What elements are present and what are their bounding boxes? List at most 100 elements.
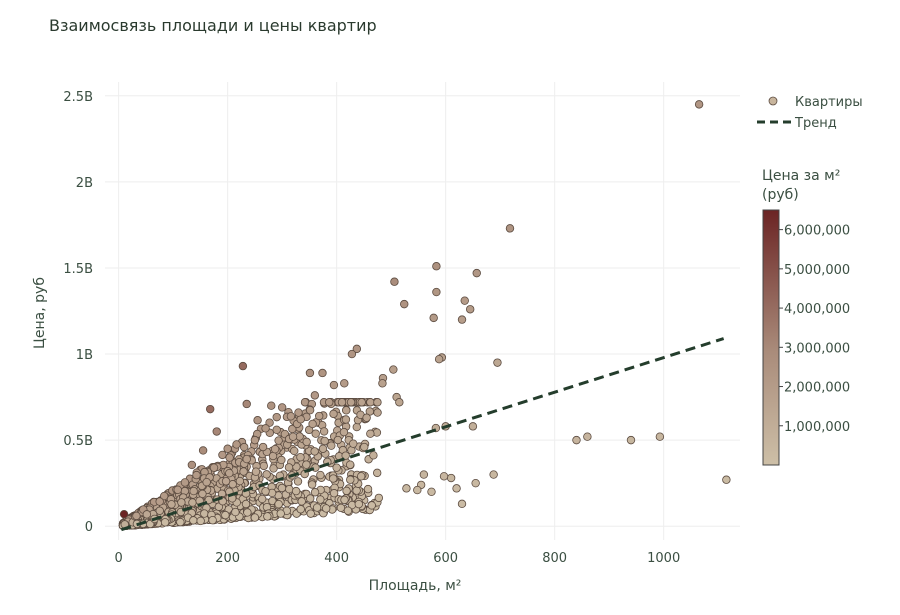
data-point <box>339 427 349 437</box>
colorbar-tick-label: 2,000,000 <box>784 381 850 396</box>
data-point <box>354 499 364 509</box>
data-point <box>209 463 219 472</box>
data-point <box>239 442 249 452</box>
data-point <box>259 461 268 471</box>
data-point <box>243 508 252 517</box>
data-point <box>305 368 315 378</box>
data-point <box>308 419 317 429</box>
data-point <box>329 380 339 390</box>
data-point <box>329 474 338 483</box>
data-point <box>291 486 301 496</box>
legend-item-apartments[interactable]: Квартиры <box>768 95 863 110</box>
data-point <box>346 398 356 407</box>
data-point <box>277 403 287 412</box>
data-point <box>427 487 436 496</box>
data-point <box>372 468 382 478</box>
data-point <box>505 224 515 233</box>
data-point <box>429 313 438 323</box>
data-point <box>319 427 329 436</box>
data-point <box>177 498 186 507</box>
data-point <box>352 486 361 495</box>
data-point <box>155 497 164 506</box>
data-point <box>262 470 271 479</box>
data-point <box>347 349 357 359</box>
data-point <box>306 509 315 518</box>
data-point <box>192 470 201 480</box>
data-point <box>205 404 215 414</box>
chart-title: Взаимосвязь площади и цены квартир <box>49 16 377 35</box>
data-point <box>286 412 296 421</box>
data-point <box>270 444 280 454</box>
data-point <box>345 460 355 469</box>
data-point <box>471 478 480 488</box>
data-point <box>321 504 331 513</box>
data-point <box>318 368 327 378</box>
data-point <box>302 460 311 469</box>
data-point <box>277 483 287 493</box>
data-point <box>327 441 336 450</box>
data-point <box>346 475 355 484</box>
data-point <box>196 516 205 526</box>
data-point <box>310 488 320 497</box>
data-point <box>294 408 303 417</box>
data-point <box>272 412 281 422</box>
data-point <box>395 398 404 407</box>
data-point <box>284 463 294 472</box>
data-point <box>160 491 169 501</box>
trend-line <box>120 337 725 532</box>
legend-label-trend: Тренд <box>794 116 837 131</box>
axis-ticks: 0 200 400 600 800 1000 0 0.5B 1B 1.5B 2B 2.5B <box>63 90 680 566</box>
data-point <box>235 476 245 486</box>
data-point <box>342 486 351 496</box>
data-point <box>439 472 449 481</box>
data-point <box>452 484 461 493</box>
x-tick-label: 1000 <box>647 551 680 566</box>
data-point <box>250 513 260 522</box>
x-tick-label: 0 <box>114 551 122 566</box>
data-point <box>362 413 371 422</box>
data-point <box>337 398 347 407</box>
data-point <box>434 355 444 364</box>
data-point <box>626 435 636 445</box>
data-point <box>265 418 274 427</box>
data-point <box>221 477 231 486</box>
data-point <box>312 503 322 512</box>
y-tick-label: 0 <box>85 520 93 535</box>
data-points <box>118 100 731 531</box>
legend-item-trend[interactable]: Тренд <box>757 116 837 131</box>
data-point <box>277 455 286 465</box>
data-point <box>489 470 498 479</box>
y-tick-label: 1.5B <box>63 262 93 277</box>
data-point <box>276 509 285 518</box>
data-point <box>336 503 346 513</box>
data-point <box>180 478 190 487</box>
data-point <box>493 358 502 367</box>
x-tick-label: 600 <box>433 551 458 566</box>
data-point <box>296 505 305 514</box>
legend[interactable]: Квартиры Тренд <box>757 95 863 131</box>
data-point <box>325 398 334 407</box>
data-point <box>390 277 399 286</box>
data-point <box>340 495 349 505</box>
data-point <box>419 470 429 479</box>
data-point <box>694 100 704 109</box>
y-tick-label: 2.5B <box>63 90 93 105</box>
colorbar-title-unit: (руб) <box>762 187 799 203</box>
data-point <box>258 494 267 504</box>
y-tick-label: 1B <box>76 348 93 363</box>
data-point <box>242 399 251 409</box>
data-point <box>389 365 398 374</box>
data-point <box>189 516 198 525</box>
data-point <box>232 440 241 449</box>
data-point <box>202 477 211 487</box>
data-point <box>290 446 299 456</box>
data-point <box>369 451 378 460</box>
colorbar: Цена за м² (руб) 1,000,000 2,000,000 3,000… <box>762 168 850 466</box>
data-point <box>187 460 197 470</box>
data-point <box>302 437 311 447</box>
data-point <box>274 500 283 509</box>
colorbar-ticks: 1,000,000 2,000,000 3,000,000 4,000,000 5,00… <box>779 224 850 435</box>
data-point <box>198 489 207 499</box>
data-point <box>311 429 320 438</box>
